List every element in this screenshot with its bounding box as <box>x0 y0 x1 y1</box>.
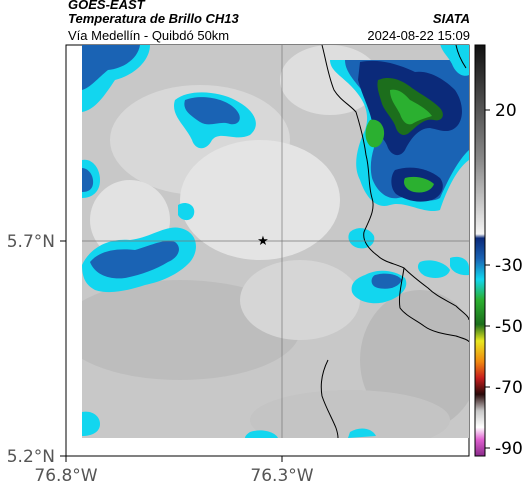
y-tick-label: 5.7°N <box>7 232 55 252</box>
colorbar-tick-label: -30 <box>495 256 523 276</box>
border-line <box>321 45 469 321</box>
x-tick-label: 76.8°W <box>34 466 97 486</box>
route-label: Vía Medellín - Quibdó 50km <box>68 28 230 43</box>
datetime-label: 2024-08-22 15:09 <box>367 28 470 43</box>
colorbar-tick-label: -50 <box>495 317 523 337</box>
y-tick-label: 5.2°N <box>7 447 55 467</box>
satellite-label: GOES-EAST <box>68 0 145 12</box>
x-tick-label: 76.3°W <box>250 466 313 486</box>
star-icon: ★ <box>257 234 269 249</box>
colorbar-tick-label: 20 <box>495 101 517 121</box>
satellite-imagery <box>82 45 469 438</box>
colorbar-tick-label: -90 <box>495 439 523 459</box>
colorbar-tick-label: -70 <box>495 378 523 398</box>
product-title: Temperatura de Brillo CH13 <box>68 11 239 26</box>
organization-label: SIATA <box>432 11 470 26</box>
colorbar <box>474 44 486 457</box>
